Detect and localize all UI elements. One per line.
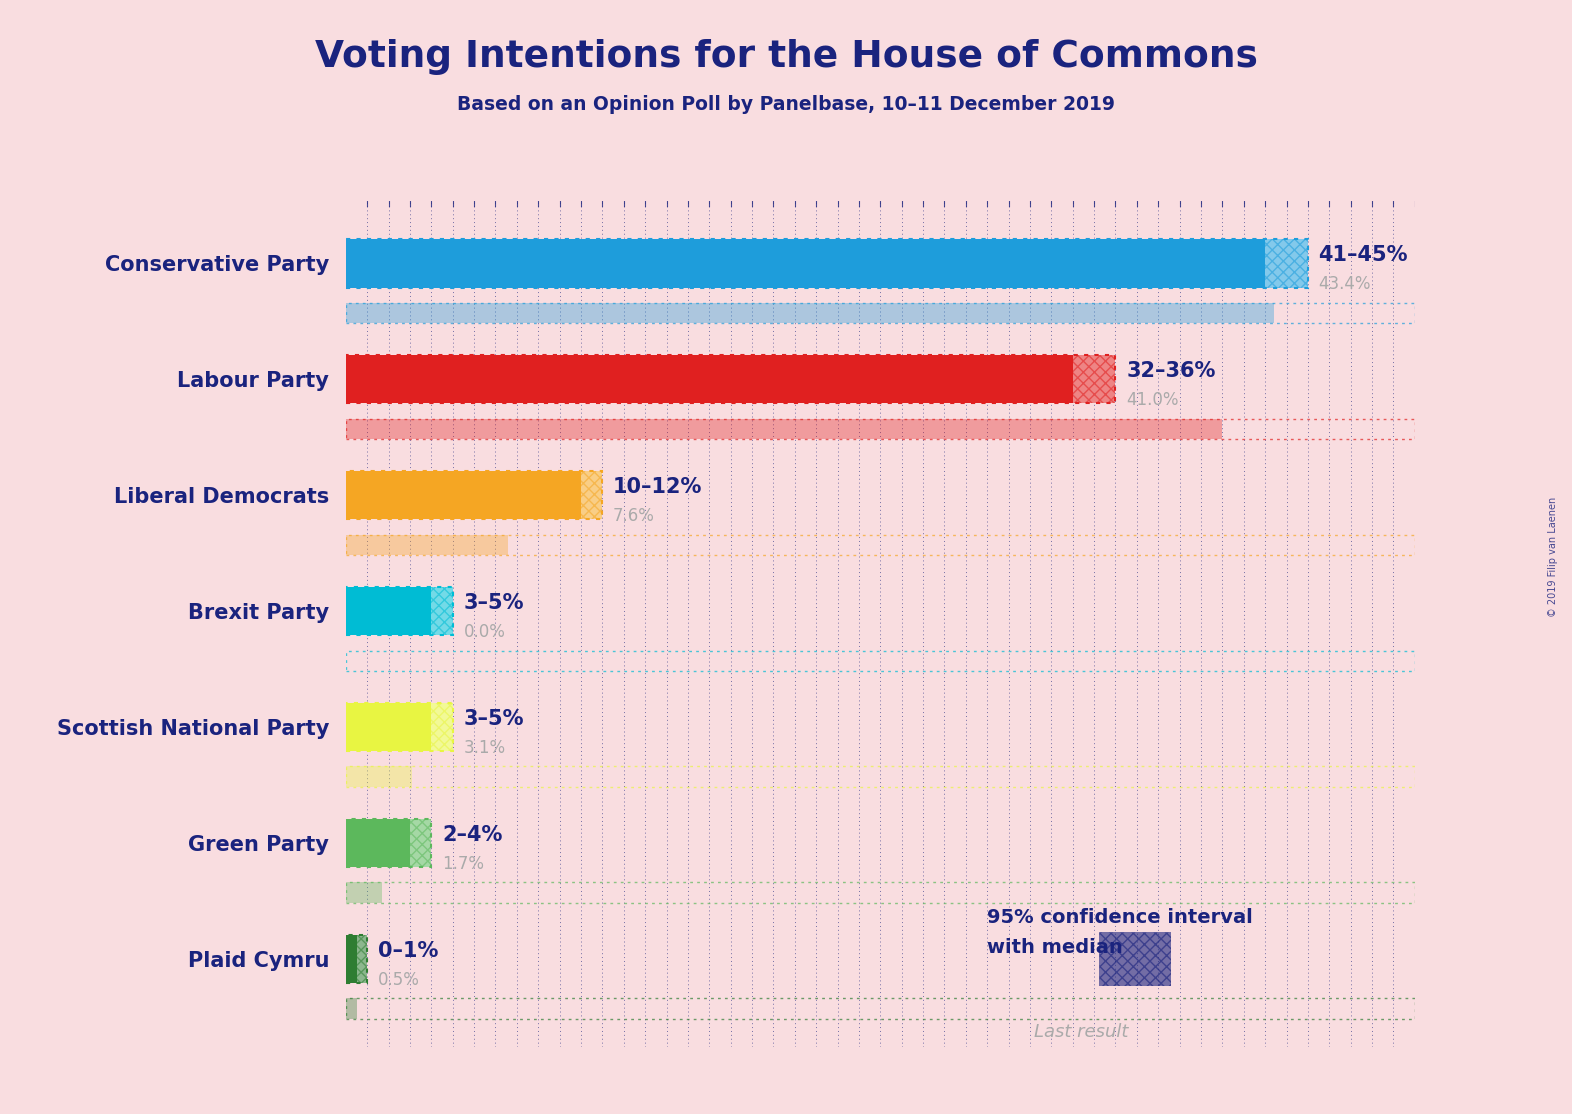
- Text: with median: with median: [987, 938, 1122, 957]
- Bar: [1072, 354, 1116, 403]
- Text: 3.1%: 3.1%: [464, 739, 506, 756]
- Bar: [431, 587, 453, 635]
- Bar: [346, 819, 431, 868]
- Bar: [582, 471, 602, 519]
- Text: 41–45%: 41–45%: [1319, 245, 1409, 265]
- Bar: [357, 935, 368, 984]
- Text: 32–36%: 32–36%: [1126, 361, 1215, 381]
- Text: 1.7%: 1.7%: [442, 854, 484, 873]
- Text: Last result: Last result: [1033, 1023, 1129, 1040]
- Bar: [346, 935, 368, 984]
- Bar: [346, 303, 1415, 323]
- Bar: [346, 587, 431, 635]
- Bar: [346, 998, 1415, 1019]
- Bar: [346, 703, 431, 752]
- Bar: [346, 998, 357, 1019]
- Bar: [1265, 238, 1308, 287]
- Bar: [346, 354, 1116, 403]
- Text: 7.6%: 7.6%: [613, 507, 656, 525]
- Bar: [431, 703, 453, 752]
- Bar: [410, 819, 431, 868]
- Bar: [346, 766, 1415, 788]
- Text: Voting Intentions for the House of Commons: Voting Intentions for the House of Commo…: [314, 39, 1258, 75]
- Bar: [1265, 238, 1308, 287]
- Bar: [346, 882, 1415, 903]
- Bar: [346, 238, 1308, 287]
- Bar: [1072, 354, 1116, 403]
- Bar: [410, 819, 431, 868]
- Text: Based on an Opinion Poll by Panelbase, 10–11 December 2019: Based on an Opinion Poll by Panelbase, 1…: [457, 95, 1115, 114]
- Bar: [346, 535, 508, 556]
- Bar: [346, 703, 453, 752]
- Text: 41.0%: 41.0%: [1126, 391, 1179, 409]
- Bar: [346, 882, 382, 903]
- Bar: [431, 703, 453, 752]
- Bar: [346, 819, 410, 868]
- Text: 95% confidence interval: 95% confidence interval: [987, 908, 1253, 927]
- Bar: [346, 766, 412, 788]
- Bar: [346, 419, 1415, 439]
- Bar: [346, 238, 1265, 287]
- Bar: [346, 651, 1415, 672]
- Bar: [431, 587, 453, 635]
- Text: 3–5%: 3–5%: [464, 709, 523, 729]
- Bar: [346, 471, 602, 519]
- Bar: [346, 935, 357, 984]
- Bar: [346, 471, 582, 519]
- Text: 3–5%: 3–5%: [464, 593, 523, 613]
- Text: 2–4%: 2–4%: [442, 825, 503, 844]
- Text: 0.5%: 0.5%: [377, 971, 420, 989]
- Bar: [582, 471, 602, 519]
- Bar: [346, 354, 1072, 403]
- Bar: [346, 587, 453, 635]
- Bar: [346, 303, 1273, 323]
- Bar: [357, 935, 368, 984]
- Text: 43.4%: 43.4%: [1319, 275, 1371, 293]
- Bar: [346, 535, 1415, 556]
- Bar: [346, 419, 1223, 439]
- Text: © 2019 Filip van Laenen: © 2019 Filip van Laenen: [1548, 497, 1558, 617]
- Text: 0–1%: 0–1%: [377, 941, 439, 961]
- Text: 0.0%: 0.0%: [464, 623, 505, 641]
- Text: 10–12%: 10–12%: [613, 477, 703, 497]
